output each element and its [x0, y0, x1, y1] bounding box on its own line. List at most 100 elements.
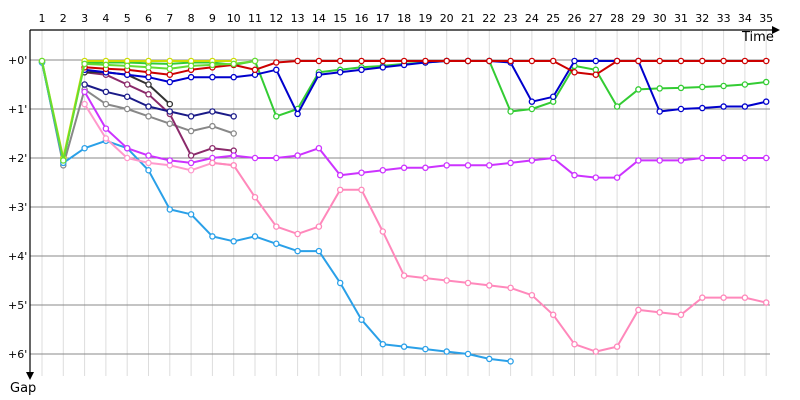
data-point — [315, 71, 323, 78]
data-point — [294, 57, 301, 65]
data-point — [187, 152, 195, 159]
data-point — [656, 157, 663, 164]
x-tick-label: 34 — [738, 12, 752, 25]
x-tick-label: 24 — [525, 12, 539, 25]
data-point — [251, 154, 259, 162]
data-point — [358, 66, 365, 74]
data-point — [166, 100, 174, 108]
data-point — [507, 284, 514, 292]
data-point — [699, 154, 706, 162]
data-point — [336, 69, 344, 76]
x-tick-label: 4 — [102, 12, 109, 25]
data-point — [102, 100, 110, 108]
data-point — [507, 57, 514, 65]
x-tick-label: 29 — [631, 12, 645, 25]
y-tick-label: +6' — [8, 348, 27, 361]
data-point — [358, 57, 365, 65]
data-point — [230, 238, 237, 245]
y-tick-label: +5' — [8, 299, 27, 312]
data-point — [315, 144, 323, 152]
x-tick-label: 5 — [124, 12, 131, 25]
data-point — [166, 57, 174, 65]
data-point — [720, 294, 727, 301]
data-point — [762, 57, 770, 65]
data-point — [443, 348, 450, 355]
data-point — [464, 57, 472, 65]
x-tick-label: 25 — [546, 12, 560, 25]
data-point — [294, 152, 301, 159]
data-point — [187, 62, 195, 70]
x-tick-label: 13 — [291, 12, 305, 25]
data-point — [358, 186, 365, 194]
data-point — [528, 105, 536, 113]
data-point — [699, 294, 706, 301]
data-point — [145, 57, 152, 65]
data-point — [273, 240, 280, 247]
x-axis-arrow — [772, 26, 780, 34]
data-point — [549, 57, 557, 65]
data-point — [123, 62, 131, 70]
data-point — [677, 57, 685, 65]
x-tick-label: 9 — [209, 12, 216, 25]
series-line — [41, 61, 235, 167]
data-point — [273, 66, 280, 74]
data-point — [273, 59, 280, 66]
data-point — [613, 174, 621, 181]
data-point — [613, 103, 621, 110]
data-point — [741, 81, 749, 88]
y-tick-labels: +0' +1' +2' +3' +4' +5' +6' — [8, 54, 27, 361]
data-point — [464, 279, 472, 287]
data-point — [400, 164, 408, 172]
data-point — [336, 186, 344, 194]
data-point — [762, 78, 770, 86]
data-point — [102, 125, 110, 132]
data-point — [677, 84, 685, 92]
series-8 — [81, 88, 770, 181]
data-point — [251, 66, 259, 74]
data-point — [166, 65, 174, 73]
series-line — [84, 83, 234, 118]
axes — [26, 26, 780, 380]
data-point — [422, 274, 429, 282]
data-point — [677, 105, 685, 113]
data-point — [379, 57, 387, 65]
data-point — [123, 154, 131, 162]
data-point — [251, 233, 259, 240]
data-point — [613, 343, 621, 350]
data-point — [635, 86, 642, 93]
data-point — [145, 159, 152, 167]
data-point — [209, 61, 216, 69]
data-point — [528, 157, 536, 164]
x-tick-label: 22 — [482, 12, 496, 25]
x-tick-label: 6 — [145, 12, 152, 25]
data-point — [379, 64, 387, 71]
x-tick-label: 11 — [248, 12, 262, 25]
data-point — [102, 61, 110, 69]
data-point — [123, 81, 131, 88]
data-point — [166, 108, 174, 115]
data-point — [336, 171, 344, 179]
data-point — [102, 88, 110, 96]
series-group — [38, 57, 770, 365]
data-point — [464, 350, 472, 358]
data-point — [209, 108, 216, 115]
data-point — [81, 88, 88, 96]
data-point — [230, 162, 237, 169]
data-point — [145, 64, 152, 71]
data-point — [187, 73, 195, 81]
data-point — [443, 57, 450, 65]
data-point — [145, 103, 152, 110]
data-point — [230, 60, 237, 68]
x-tick-label: 17 — [376, 12, 390, 25]
x-tick-label: 30 — [653, 12, 667, 25]
data-point — [486, 355, 493, 363]
data-point — [379, 340, 387, 348]
x-tick-label: 10 — [227, 12, 241, 25]
data-point — [741, 294, 749, 301]
data-point — [400, 57, 408, 65]
data-point — [720, 103, 727, 110]
x-tick-label: 16 — [355, 12, 369, 25]
data-point — [699, 104, 706, 112]
data-point — [273, 223, 280, 230]
